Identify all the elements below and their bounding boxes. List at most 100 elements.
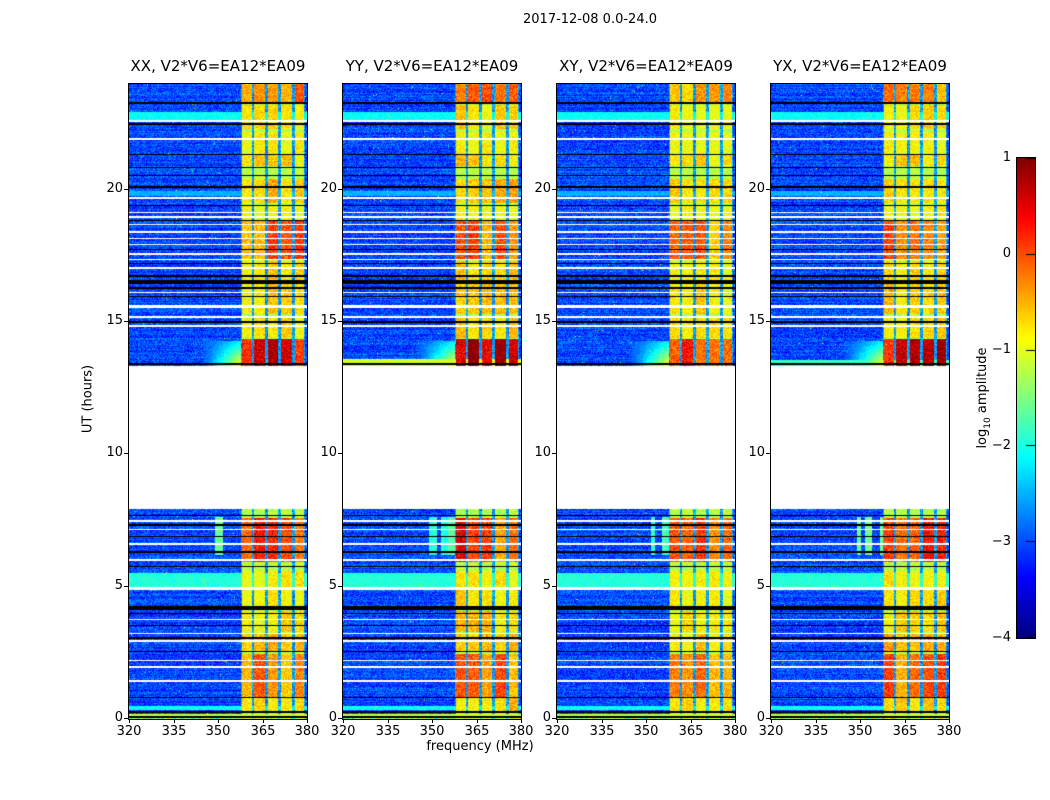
colorbar-tick-label: −1 — [991, 342, 1011, 357]
x-tick-mark — [477, 719, 478, 723]
x-tick-label: 320 — [330, 724, 356, 739]
x-tick-mark — [691, 719, 692, 723]
x-tick-label: 320 — [758, 724, 784, 739]
colorbar-tick-label: 0 — [1002, 246, 1011, 261]
y-tick-mark — [124, 586, 128, 587]
x-tick-mark — [557, 719, 558, 723]
y-tick-mark — [552, 189, 556, 190]
y-tick-mark — [766, 453, 770, 454]
panel-yy — [342, 83, 522, 720]
y-tick-label: 15 — [534, 313, 551, 328]
x-tick-label: 380 — [722, 724, 748, 739]
x-tick-label: 365 — [892, 724, 918, 739]
x-tick-label: 335 — [375, 724, 401, 739]
colorbar-canvas — [1017, 158, 1035, 638]
x-tick-label: 380 — [508, 724, 534, 739]
spectrogram-canvas-yx — [771, 84, 949, 719]
colorbar — [1016, 157, 1036, 639]
y-tick-label: 5 — [542, 578, 551, 593]
y-tick-label: 10 — [534, 445, 551, 460]
x-tick-mark — [735, 719, 736, 723]
y-tick-label: 0 — [542, 710, 551, 725]
x-tick-mark — [521, 719, 522, 723]
colorbar-tick-label: −2 — [991, 438, 1011, 453]
figure-title: 2017-12-08 0.0-24.0 — [523, 12, 657, 27]
y-tick-label: 10 — [748, 445, 765, 460]
y-tick-label: 20 — [106, 181, 123, 196]
x-tick-label: 335 — [589, 724, 615, 739]
y-tick-mark — [338, 586, 342, 587]
x-tick-mark — [174, 719, 175, 723]
x-tick-label: 320 — [116, 724, 142, 739]
panel-title-xx: XX, V2*V6=EA12*EA09 — [130, 57, 306, 75]
x-tick-mark — [646, 719, 647, 723]
y-tick-label: 15 — [320, 313, 337, 328]
x-tick-mark — [905, 719, 906, 723]
panel-yx — [770, 83, 950, 720]
y-tick-label: 20 — [320, 181, 337, 196]
y-tick-mark — [338, 321, 342, 322]
x-tick-mark — [432, 719, 433, 723]
x-tick-mark — [602, 719, 603, 723]
colorbar-label-sub: 10 — [982, 417, 993, 429]
y-tick-mark — [338, 189, 342, 190]
x-tick-label: 335 — [803, 724, 829, 739]
colorbar-label-suffix: amplitude — [975, 347, 991, 418]
y-tick-label: 15 — [748, 313, 765, 328]
colorbar-tick-label: −4 — [991, 630, 1011, 645]
spectrogram-canvas-yy — [343, 84, 521, 719]
y-tick-mark — [124, 718, 128, 719]
spectrogram-canvas-xy — [557, 84, 735, 719]
x-tick-mark — [860, 719, 861, 723]
x-tick-label: 365 — [678, 724, 704, 739]
panel-xx — [128, 83, 308, 720]
y-tick-label: 5 — [756, 578, 765, 593]
y-tick-label: 0 — [114, 710, 123, 725]
x-tick-mark — [771, 719, 772, 723]
colorbar-label: log10 amplitude — [975, 347, 993, 448]
x-tick-mark — [129, 719, 130, 723]
y-axis-label: UT (hours) — [80, 364, 96, 434]
y-tick-mark — [124, 453, 128, 454]
x-tick-label: 350 — [847, 724, 873, 739]
y-tick-mark — [552, 586, 556, 587]
x-tick-mark — [388, 719, 389, 723]
x-tick-label: 350 — [205, 724, 231, 739]
x-tick-mark — [218, 719, 219, 723]
spectrogram-canvas-xx — [129, 84, 307, 719]
x-tick-mark — [816, 719, 817, 723]
x-tick-mark — [307, 719, 308, 723]
x-tick-label: 320 — [544, 724, 570, 739]
y-tick-mark — [338, 718, 342, 719]
x-tick-mark — [263, 719, 264, 723]
panel-xy — [556, 83, 736, 720]
x-tick-mark — [343, 719, 344, 723]
x-tick-label: 365 — [250, 724, 276, 739]
colorbar-tick-label: −3 — [991, 534, 1011, 549]
y-tick-label: 0 — [328, 710, 337, 725]
panel-title-yy: YY, V2*V6=EA12*EA09 — [345, 57, 519, 75]
y-tick-mark — [766, 189, 770, 190]
y-tick-label: 5 — [114, 578, 123, 593]
x-axis-label: frequency (MHz) — [426, 739, 534, 754]
x-tick-mark — [949, 719, 950, 723]
y-tick-label: 20 — [534, 181, 551, 196]
y-tick-label: 10 — [320, 445, 337, 460]
x-tick-label: 365 — [464, 724, 490, 739]
y-tick-label: 15 — [106, 313, 123, 328]
y-tick-label: 5 — [328, 578, 337, 593]
panel-title-xy: XY, V2*V6=EA12*EA09 — [559, 57, 733, 75]
panel-title-yx: YX, V2*V6=EA12*EA09 — [773, 57, 947, 75]
y-tick-mark — [766, 718, 770, 719]
y-tick-mark — [124, 321, 128, 322]
y-tick-label: 0 — [756, 710, 765, 725]
x-tick-label: 350 — [633, 724, 659, 739]
y-tick-mark — [552, 453, 556, 454]
colorbar-tick-label: 1 — [1002, 150, 1011, 165]
x-tick-label: 335 — [161, 724, 187, 739]
x-tick-label: 350 — [419, 724, 445, 739]
y-tick-label: 10 — [106, 445, 123, 460]
y-tick-mark — [766, 321, 770, 322]
y-tick-label: 20 — [748, 181, 765, 196]
